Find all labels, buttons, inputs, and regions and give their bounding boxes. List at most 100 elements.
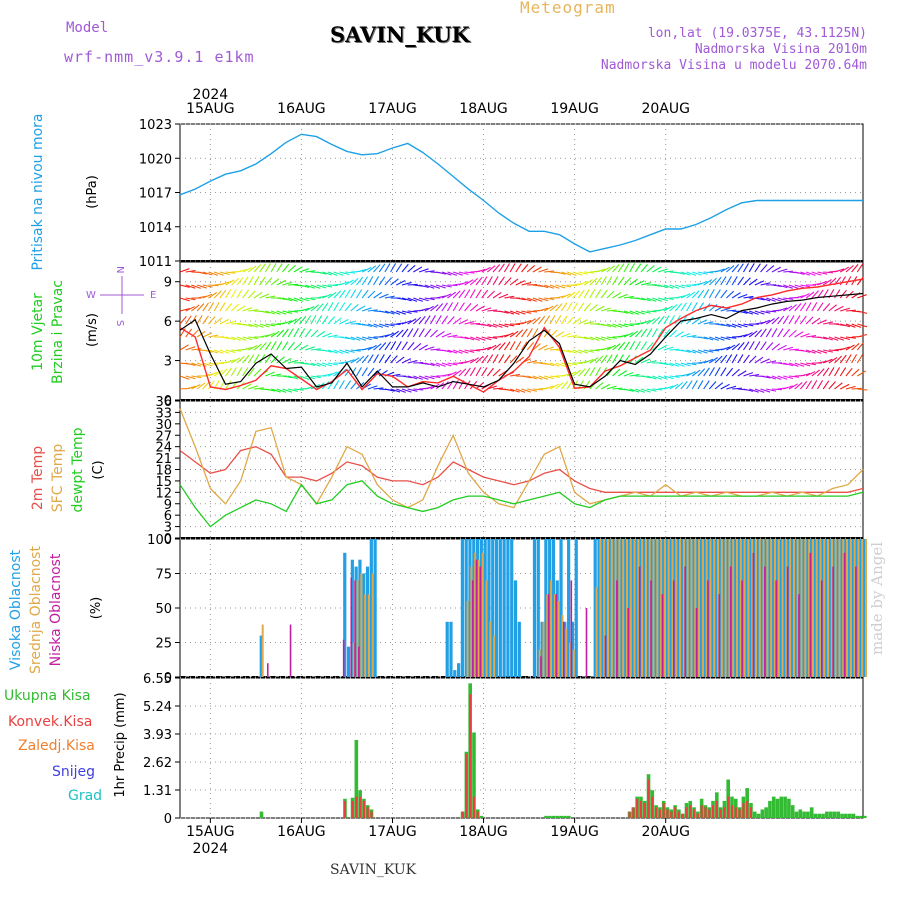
cloud-bar	[686, 539, 689, 677]
wind-barb	[202, 332, 213, 338]
wind-barb	[509, 278, 519, 286]
cloud-bar	[540, 656, 542, 677]
wind-barb	[583, 279, 593, 286]
wind-barb	[441, 381, 449, 390]
cloud-bar	[485, 580, 488, 677]
wind-barb	[271, 323, 282, 326]
wind-barb	[857, 294, 867, 299]
wind-barb	[714, 382, 724, 390]
cloud-bar	[346, 646, 351, 677]
wind-barb	[697, 280, 708, 286]
wind-barb	[555, 315, 562, 325]
wind-barb	[430, 329, 438, 338]
wind-barb	[219, 271, 230, 276]
wind-barb	[225, 271, 236, 274]
wind-barb	[851, 368, 860, 377]
wind-barb	[293, 328, 300, 338]
y-tick-label: 0	[164, 394, 172, 409]
cloud-bar	[741, 539, 745, 677]
wind-barb	[492, 291, 502, 299]
precip-bar	[746, 800, 749, 818]
wind-barb	[521, 328, 528, 338]
wind-barb	[732, 387, 743, 390]
wind-barb	[179, 284, 190, 288]
wind-barb	[401, 310, 412, 314]
wind-barb	[544, 297, 555, 301]
wind-barb	[407, 310, 418, 313]
wind-barb	[612, 368, 621, 377]
wind-barb	[299, 307, 310, 312]
wind-barb	[640, 264, 648, 273]
wind-barb	[282, 263, 290, 273]
wind-barb	[703, 349, 714, 353]
wind-barb	[817, 336, 828, 340]
wind-barb	[185, 315, 192, 325]
wind-barb	[367, 367, 375, 377]
wind-barb	[566, 349, 577, 354]
cloud-bar	[808, 539, 811, 677]
wind-barb	[851, 323, 862, 328]
wind-barb	[669, 348, 680, 351]
wind-barb	[822, 380, 830, 390]
wind-barb	[760, 328, 767, 338]
wind-barb	[788, 362, 799, 367]
wind-barb	[760, 297, 771, 302]
wind-barb	[623, 371, 634, 377]
cloud-bar	[536, 539, 540, 677]
wind-barb	[783, 270, 794, 273]
wind-barb	[851, 264, 859, 273]
wind-barb	[544, 270, 555, 273]
wind-barb	[282, 320, 293, 325]
wind-barb	[288, 359, 298, 364]
wind-barb	[225, 349, 236, 353]
cloud-bar	[652, 539, 655, 677]
wind-barb	[635, 356, 644, 364]
cloud-bar	[775, 580, 778, 677]
precip-bar	[551, 815, 556, 818]
cloud-bar	[532, 539, 537, 677]
wind-barb	[429, 315, 436, 325]
wind-barb	[578, 349, 589, 354]
wind-barb	[293, 297, 304, 302]
y-tick-label: 1020	[139, 152, 172, 167]
wind-barb	[566, 316, 575, 325]
cloud-bar	[567, 539, 571, 677]
wind-barb	[794, 295, 805, 299]
wind-barb	[350, 336, 361, 341]
cloud-bar	[675, 539, 678, 677]
bottom-day-label: 19AUG	[550, 824, 599, 840]
wind-barb	[817, 368, 825, 377]
wind-barb	[344, 289, 351, 299]
cloud-bar	[733, 539, 738, 677]
wind-barb	[179, 297, 190, 302]
wind-barb	[225, 320, 236, 325]
wind-barb	[247, 276, 254, 286]
wind-barb	[606, 290, 615, 299]
precip-bar	[727, 796, 730, 818]
wind-barb	[452, 317, 462, 325]
precip-bar	[715, 800, 718, 818]
wind-barb	[663, 385, 674, 390]
bottom-day-label: 15AUG	[186, 824, 235, 840]
wind-title-line1: 10m Vjetar	[30, 293, 46, 371]
cloud-bar	[672, 580, 675, 677]
cloud-bar	[481, 552, 484, 677]
wind-barb	[674, 303, 683, 312]
wind-barb	[253, 291, 263, 299]
precip-bar	[802, 811, 806, 818]
cloud-bar	[834, 539, 837, 677]
wind-barb	[623, 295, 634, 299]
precip-bar	[771, 796, 776, 818]
wind-barb	[731, 276, 738, 286]
cloud-low-label: Niska Oblacnost	[48, 553, 64, 666]
wind-barb	[498, 293, 509, 299]
wind-barb	[293, 266, 303, 273]
wind-barb	[737, 323, 748, 328]
cloud-bar	[550, 580, 553, 677]
cloud-bar	[494, 539, 499, 677]
wind-barb	[287, 297, 298, 302]
wind-barb	[709, 336, 719, 341]
top-year-label: 2024	[193, 87, 229, 103]
wind-barb	[248, 336, 259, 340]
wind-barb	[430, 362, 441, 367]
